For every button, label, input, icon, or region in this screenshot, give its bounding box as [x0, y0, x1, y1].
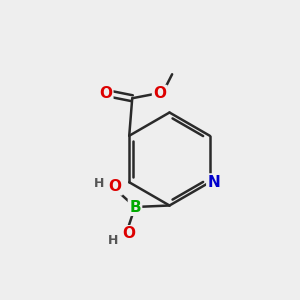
- Text: O: O: [122, 226, 135, 242]
- Text: O: O: [99, 86, 112, 101]
- Text: O: O: [108, 179, 122, 194]
- Text: B: B: [129, 200, 141, 214]
- Text: N: N: [208, 175, 220, 190]
- Text: O: O: [153, 86, 166, 101]
- Text: H: H: [108, 234, 118, 247]
- Text: H: H: [94, 177, 104, 190]
